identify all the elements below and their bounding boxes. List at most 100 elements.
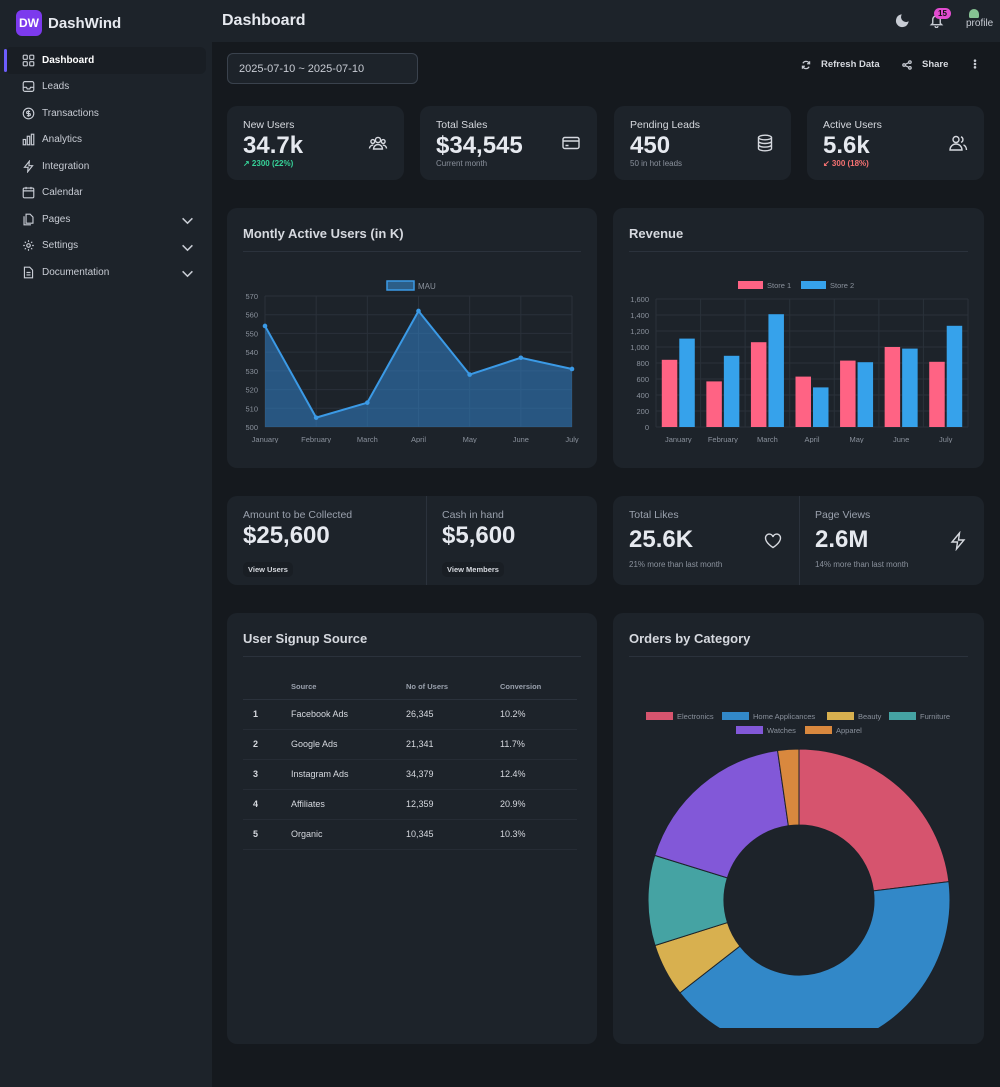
chart-title: Orders by Category <box>629 631 751 646</box>
brand[interactable]: DW DashWind <box>16 10 121 36</box>
more-options-button[interactable] <box>970 59 980 69</box>
avatar-alt-text: profile <box>966 18 994 29</box>
bar <box>857 362 874 427</box>
sidebar-item-calendar[interactable]: Calendar <box>5 180 206 207</box>
revenue-bar-chart[interactable]: Store 1 Store 2 0 200 400 600 800 1,000 1,200 1,4… <box>613 263 984 443</box>
refresh-button[interactable]: Refresh Data <box>801 59 880 70</box>
table-cell: 10.3% <box>500 819 577 850</box>
legend-label: Store 2 <box>830 281 854 290</box>
share-button[interactable]: Share <box>902 59 948 70</box>
sidebar-item-leads[interactable]: Leads <box>5 74 206 101</box>
bolt-icon <box>948 530 968 552</box>
bar <box>795 376 811 427</box>
sidebar-item-settings[interactable]: Settings <box>5 233 206 260</box>
inbox-icon <box>22 81 35 93</box>
y-tick-label: 560 <box>245 311 258 320</box>
bar-chart-icon <box>22 133 35 146</box>
stat-desc: 21% more than last month <box>629 560 723 569</box>
card-divider <box>629 251 968 252</box>
total-likes-stat: Total Likes 25.6K 21% more than last mon… <box>613 496 799 585</box>
refresh-icon <box>801 60 811 69</box>
data-point <box>262 323 268 329</box>
date-range-picker[interactable]: 2025-07-10 ~ 2025-07-10 <box>227 53 418 84</box>
topbar: Dashboard 15 profile <box>212 0 1000 42</box>
bar <box>929 361 945 427</box>
y-tick-label: 200 <box>636 407 649 416</box>
legend-swatch <box>646 712 673 720</box>
users-icon <box>948 133 968 153</box>
theme-toggle[interactable] <box>895 13 910 28</box>
legend-label: Beauty <box>858 712 882 721</box>
data-point <box>416 308 421 314</box>
credit-card-icon <box>561 133 581 153</box>
cash-in-hand-stat: Cash in hand $5,600 View Members <box>426 496 597 585</box>
sidebar-item-analytics[interactable]: Analytics <box>5 127 206 154</box>
y-tick-label: 500 <box>245 423 258 432</box>
chevron-down-icon[interactable] <box>181 241 194 254</box>
card-divider <box>243 656 581 657</box>
sidebar-item-documentation[interactable]: Documentation <box>5 259 206 286</box>
bar <box>750 342 767 427</box>
legend-swatch <box>827 712 854 720</box>
table-row[interactable]: 5 Organic 10,345 10.3% <box>243 819 577 850</box>
table-cell: 21,341 <box>406 729 500 760</box>
table-row[interactable]: 2 Google Ads 21,341 11.7% <box>243 729 577 760</box>
y-tick-label: 550 <box>245 329 258 338</box>
sidebar-item-label: Dashboard <box>42 54 95 66</box>
column-header-users: No of Users <box>406 675 500 700</box>
column-header <box>243 675 291 700</box>
donut-slice <box>679 881 951 1028</box>
y-tick-label: 530 <box>245 367 258 376</box>
orders-donut-chart[interactable]: Electronics Home Applicances Beauty Furnitu… <box>613 668 984 1028</box>
more-vertical-icon <box>973 59 977 69</box>
table-cell: 34,379 <box>406 759 500 790</box>
refresh-label: Refresh Data <box>821 59 880 70</box>
data-point <box>569 366 575 372</box>
stat-desc: ↙ 300 (18%) <box>823 159 869 168</box>
table-row[interactable]: 4 Affiliates 12,359 20.9% <box>243 789 577 820</box>
legend-label: Home Applicances <box>753 712 815 721</box>
view-users-button[interactable]: View Users <box>243 562 293 577</box>
mau-area-fill <box>265 310 572 427</box>
bar <box>661 359 678 427</box>
sidebar-item-dashboard[interactable]: Dashboard <box>4 47 206 74</box>
table-cell: 5 <box>243 819 291 850</box>
mau-chart-card: Montly Active Users (in K) MAU 500 510 520 5… <box>227 208 597 468</box>
legend-label: Apparel <box>836 726 862 735</box>
signup-source-table: Source No of Users Conversion 1 Facebook … <box>243 675 577 850</box>
table-cell: Facebook Ads <box>291 699 406 730</box>
document-icon <box>23 266 34 279</box>
stat-desc: 14% more than last month <box>815 560 909 569</box>
y-tick-label: 400 <box>636 391 649 400</box>
avatar[interactable]: profile <box>966 9 1000 31</box>
chart-title: Revenue <box>629 226 684 241</box>
x-tick-label: June <box>513 435 529 443</box>
legend-swatch <box>889 712 916 720</box>
column-header-source: Source <box>291 675 406 700</box>
bar <box>840 360 856 427</box>
chevron-down-icon[interactable] <box>181 214 194 227</box>
table-row[interactable]: 3 Instagram Ads 34,379 12.4% <box>243 759 577 790</box>
sidebar-item-label: Transactions <box>42 107 99 119</box>
table-row[interactable]: 1 Facebook Ads 26,345 10.2% <box>243 699 577 730</box>
mau-line-chart[interactable]: MAU 500 510 520 530 540 550 560 570 January Februa… <box>227 263 597 443</box>
amount-to-collect-stat: Amount to be Collected $25,600 View User… <box>227 496 426 585</box>
x-tick-label: July <box>939 435 953 443</box>
sidebar-item-transactions[interactable]: Transactions <box>5 100 206 127</box>
brand-logo: DW <box>16 10 42 36</box>
x-tick-label: March <box>757 435 778 443</box>
chevron-down-icon[interactable] <box>181 267 194 280</box>
database-icon <box>755 133 775 153</box>
table-cell: 12.4% <box>500 759 577 790</box>
page-title: Dashboard <box>222 12 306 29</box>
donut-slice <box>776 748 800 827</box>
main-content: 2025-07-10 ~ 2025-07-10 Refresh Data Sha… <box>212 42 1000 1087</box>
y-tick-label: 570 <box>245 292 258 301</box>
sidebar-item-pages[interactable]: Pages <box>5 206 206 233</box>
stat-divider <box>799 496 800 585</box>
x-tick-label: June <box>893 435 909 443</box>
data-point <box>518 355 524 361</box>
stat-title: Cash in hand <box>442 509 504 521</box>
sidebar-item-integration[interactable]: Integration <box>5 153 206 180</box>
view-members-button[interactable]: View Members <box>442 562 504 577</box>
